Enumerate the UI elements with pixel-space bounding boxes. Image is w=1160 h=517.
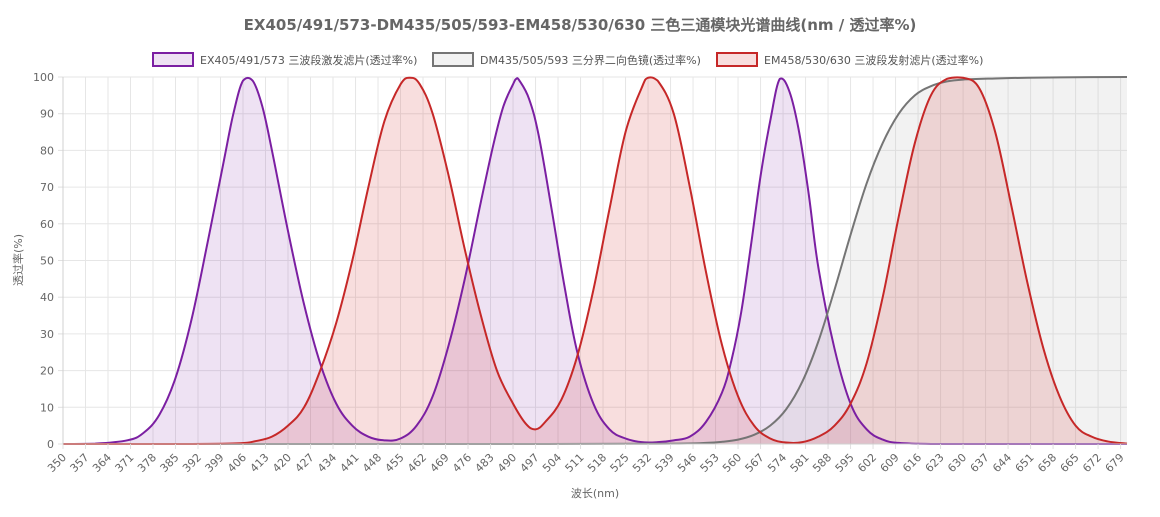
y-tick-label: 0	[47, 438, 54, 451]
x-tick-label: 609	[878, 451, 902, 475]
x-tick-label: 455	[383, 451, 407, 475]
legend-swatch	[716, 52, 758, 67]
x-tick-label: 511	[563, 451, 587, 475]
x-tick-label: 616	[900, 451, 924, 475]
series-line-3	[63, 76, 1128, 446]
chart-title: EX405/491/573-DM435/505/593-EM458/530/63…	[244, 16, 917, 34]
x-tick-label: 399	[203, 451, 227, 475]
legend-label: EX405/491/573 三波段激发滤片(透过率%)	[200, 53, 417, 67]
y-tick-label: 60	[40, 218, 54, 231]
x-tick-label: 441	[338, 451, 362, 475]
x-tick-label: 469	[428, 451, 452, 475]
x-tick-label: 406	[225, 451, 249, 475]
x-tick-label: 413	[248, 451, 272, 475]
series-fill-3	[63, 77, 1127, 444]
x-tick-label: 672	[1080, 451, 1104, 475]
x-tick-label: 371	[113, 451, 137, 475]
x-tick-label: 504	[540, 451, 564, 475]
x-tick-label: 434	[315, 451, 339, 475]
x-tick-label: 357	[68, 451, 92, 475]
legend-label: DM435/505/593 三分界二向色镜(透过率%)	[480, 53, 701, 67]
series-fill-1	[63, 77, 1127, 445]
x-tick-label: 658	[1035, 451, 1059, 475]
y-tick-label: 30	[40, 328, 54, 341]
x-tick-label: 679	[1103, 451, 1127, 475]
x-tick-label: 364	[90, 451, 114, 475]
x-tick-label: 483	[473, 451, 497, 475]
y-tick-label: 40	[40, 291, 54, 304]
y-tick-label: 90	[40, 108, 54, 121]
x-tick-label: 420	[270, 451, 294, 475]
x-tick-label: 476	[450, 451, 474, 475]
x-tick-label: 637	[968, 451, 992, 475]
x-tick-label: 518	[585, 451, 609, 475]
x-tick-label: 567	[743, 451, 767, 475]
x-tick-label: 602	[855, 451, 879, 475]
legend-label: EM458/530/630 三波段发射滤片(透过率%)	[764, 53, 983, 67]
x-tick-label: 539	[653, 451, 677, 475]
x-tick-label: 651	[1013, 451, 1037, 475]
x-tick-label: 427	[293, 451, 317, 475]
series-fill-2	[63, 77, 1127, 444]
y-tick-label: 50	[40, 255, 54, 268]
x-tick-label: 378	[135, 451, 159, 475]
series-fills	[63, 77, 1127, 445]
x-tick-label: 497	[518, 451, 542, 475]
legend-swatch	[432, 52, 474, 67]
x-tick-label: 588	[810, 451, 834, 475]
x-tick-label: 525	[608, 451, 632, 475]
x-tick-label: 532	[630, 451, 654, 475]
x-tick-label: 385	[158, 451, 182, 475]
x-tick-label: 574	[765, 451, 789, 475]
y-tick-label: 100	[33, 71, 54, 84]
series-line-1	[62, 76, 1127, 446]
y-axis-title: 透过率(%)	[11, 234, 25, 286]
x-tick-label: 546	[675, 451, 699, 475]
x-tick-label: 553	[698, 451, 722, 475]
x-tick-label: 350	[45, 451, 69, 475]
x-axis-title: 波长(nm)	[571, 487, 619, 500]
x-tick-label: 392	[180, 451, 204, 475]
x-tick-label: 665	[1058, 451, 1082, 475]
y-tick-label: 20	[40, 365, 54, 378]
x-tick-label: 462	[405, 451, 429, 475]
x-tick-label: 630	[945, 451, 969, 475]
y-tick-label: 10	[40, 401, 54, 414]
x-tick-label: 490	[495, 451, 519, 475]
legend-swatch	[152, 52, 194, 67]
x-tick-label: 595	[833, 451, 857, 475]
x-tick-label: 644	[990, 451, 1014, 475]
y-tick-label: 70	[40, 181, 54, 194]
x-tick-label: 581	[788, 451, 812, 475]
x-tick-label: 623	[923, 451, 947, 475]
x-tick-label: 560	[720, 451, 744, 475]
y-tick-label: 80	[40, 144, 54, 157]
x-tick-label: 448	[360, 451, 384, 475]
legend: EX405/491/573 三波段激发滤片(透过率%) DM435/505/593…	[152, 52, 983, 67]
